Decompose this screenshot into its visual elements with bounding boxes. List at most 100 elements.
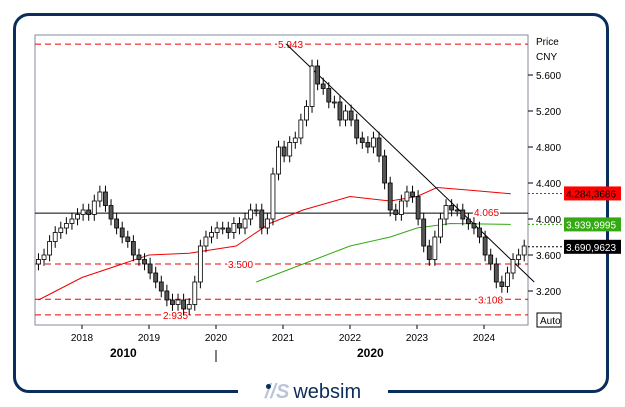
candle [276, 146, 281, 175]
candle [421, 218, 427, 247]
y-tick-label: 4.400 [536, 179, 561, 190]
candle [264, 218, 270, 229]
candle [136, 254, 142, 260]
candle [259, 209, 265, 229]
trendline [286, 43, 535, 283]
price-tag [564, 239, 621, 254]
candle [499, 281, 505, 287]
candle [175, 299, 181, 305]
candle [382, 155, 388, 184]
candle [69, 218, 75, 224]
candle [220, 227, 226, 230]
candle [91, 200, 97, 215]
candle [119, 227, 125, 238]
candle [287, 142, 293, 157]
candle [320, 83, 326, 89]
candle [114, 218, 120, 229]
auto-scale-button[interactable] [536, 312, 562, 328]
level-label: 3.500 [228, 260, 253, 271]
candle [393, 209, 399, 215]
candle [209, 232, 214, 238]
candle [477, 227, 482, 238]
candle [337, 101, 343, 121]
candle [203, 236, 209, 247]
level-label: 2.935 [163, 311, 188, 322]
candle [170, 299, 175, 305]
candle [147, 263, 153, 274]
y-tick-label: 3.600 [536, 251, 561, 262]
candle [465, 218, 471, 224]
candle [521, 245, 527, 256]
candle [315, 65, 321, 85]
candle [86, 209, 92, 215]
price-tag-label: 3.690,9623 [566, 243, 616, 254]
websim-logo: //S websim [238, 378, 388, 406]
candle [231, 223, 237, 233]
candle [97, 191, 103, 202]
candle [253, 209, 259, 212]
candle [460, 209, 466, 220]
candle [270, 173, 276, 220]
candle [242, 218, 248, 229]
y-tick-label: 5.600 [536, 71, 561, 82]
candle [298, 119, 304, 139]
candle [410, 191, 415, 197]
candle [505, 272, 510, 287]
decade-label: 2010 [110, 346, 137, 360]
candle [387, 182, 393, 211]
moving-average-red [38, 186, 511, 301]
candle [371, 137, 376, 148]
candle [80, 209, 86, 215]
candle [438, 218, 443, 238]
candle [237, 223, 242, 229]
candle [63, 223, 69, 229]
candle [36, 259, 41, 265]
candle [75, 214, 80, 220]
candle [331, 101, 337, 104]
y-tick-label: 4.000 [536, 215, 561, 226]
price-tag-label: 3.939,9995 [566, 220, 616, 231]
price-tag [564, 217, 621, 232]
candle [41, 254, 47, 260]
candle [398, 200, 404, 215]
candle [142, 259, 147, 265]
candle [47, 241, 53, 256]
candle [493, 263, 499, 283]
candle [488, 254, 494, 265]
axis-title: Price [536, 37, 559, 48]
price-tag-label: 4.284,3686 [566, 189, 616, 200]
candle [516, 254, 522, 260]
candle [153, 272, 159, 283]
candle [365, 142, 371, 148]
candle [309, 65, 315, 107]
candle [103, 191, 108, 206]
candle [359, 137, 365, 143]
plot-area [34, 34, 529, 326]
candle [181, 299, 187, 310]
candle [415, 196, 421, 220]
candle [164, 290, 170, 301]
candle [510, 259, 516, 274]
axis-unit: CNY [536, 52, 557, 63]
candle [348, 110, 354, 121]
x-tick-label: 2024 [473, 333, 496, 344]
y-tick-label: 4.800 [536, 143, 561, 154]
candle [214, 227, 220, 233]
candle [58, 227, 64, 233]
candle [304, 106, 309, 121]
x-tick-label: 2020 [205, 333, 228, 344]
moving-average-green [256, 222, 511, 283]
decade-label: 2020 [357, 346, 384, 360]
candle [376, 137, 382, 157]
candle [443, 205, 449, 220]
candle [186, 304, 192, 310]
level-label: 4.065 [474, 208, 499, 219]
candle [432, 236, 438, 260]
candle [326, 88, 332, 103]
level-label: 3.108 [478, 295, 503, 306]
candle [125, 236, 131, 242]
candle [449, 205, 455, 211]
candle [426, 245, 432, 260]
candle [108, 205, 114, 220]
auto-scale-label: Auto [540, 316, 561, 327]
